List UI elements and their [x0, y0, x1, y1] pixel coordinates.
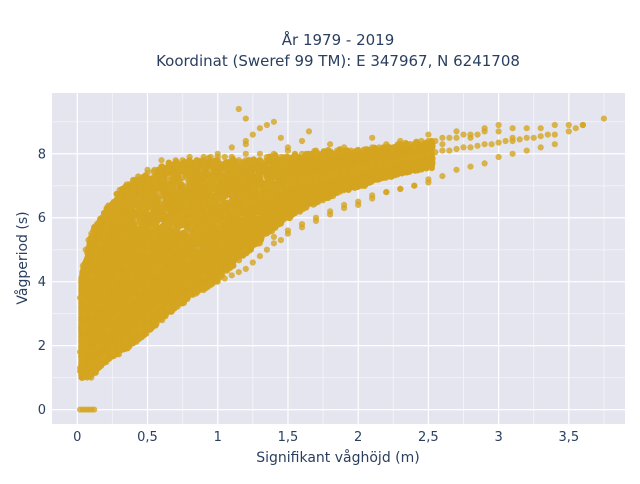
- chart-title-line1: År 1979 - 2019: [282, 30, 395, 49]
- chart-title-line2: Koordinat (Sweref 99 TM): E 347967, N 62…: [156, 52, 520, 70]
